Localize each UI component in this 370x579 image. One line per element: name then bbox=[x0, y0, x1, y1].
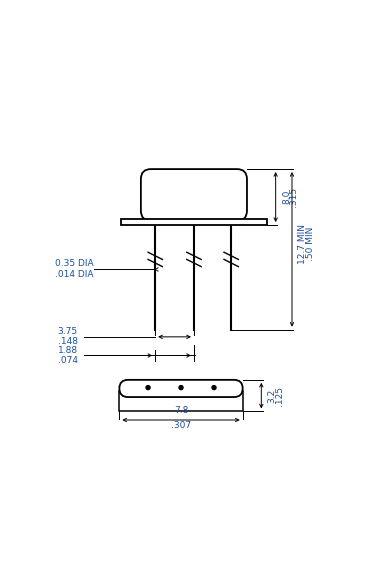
Text: 0.35 DIA: 0.35 DIA bbox=[55, 259, 94, 267]
Text: 12.7 MIN: 12.7 MIN bbox=[298, 223, 307, 263]
Circle shape bbox=[212, 386, 216, 390]
Text: 1.88: 1.88 bbox=[58, 346, 78, 355]
Text: .014 DIA: .014 DIA bbox=[55, 270, 93, 279]
Bar bbox=[121, 219, 267, 225]
FancyBboxPatch shape bbox=[141, 169, 247, 221]
Text: 3.75: 3.75 bbox=[58, 327, 78, 336]
Text: 8.0: 8.0 bbox=[282, 190, 291, 204]
Text: 7.8: 7.8 bbox=[174, 406, 188, 415]
FancyBboxPatch shape bbox=[120, 380, 243, 397]
Text: 3.2: 3.2 bbox=[268, 389, 277, 403]
Text: .315: .315 bbox=[289, 187, 299, 207]
Text: .125: .125 bbox=[275, 386, 284, 406]
Text: .50 MIN: .50 MIN bbox=[306, 226, 315, 261]
Text: .148: .148 bbox=[58, 337, 78, 346]
Circle shape bbox=[179, 386, 183, 390]
Text: .074: .074 bbox=[58, 356, 78, 365]
Bar bbox=[120, 391, 243, 412]
Circle shape bbox=[146, 386, 150, 390]
Text: .307: .307 bbox=[171, 422, 191, 430]
